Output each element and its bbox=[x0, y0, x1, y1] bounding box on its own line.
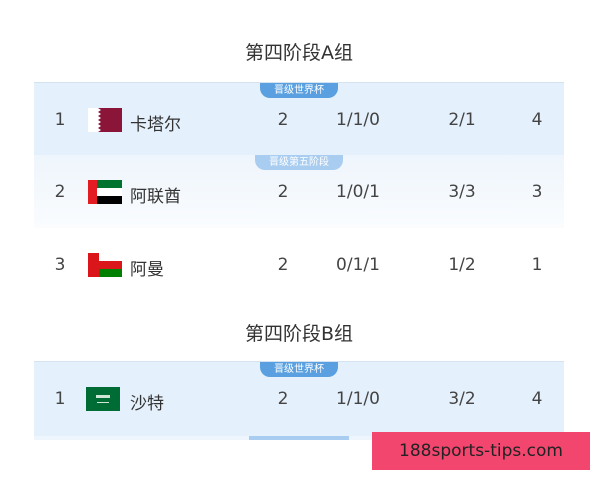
win-draw-loss: 0/1/1 bbox=[336, 255, 380, 275]
played: 2 bbox=[277, 255, 289, 275]
team-name: 阿曼 bbox=[130, 260, 164, 280]
rank: 2 bbox=[54, 182, 66, 202]
table-row: 晋级世界杯 1 沙特 2 1/1/0 3/2 4 bbox=[34, 361, 564, 436]
played: 2 bbox=[277, 389, 289, 409]
watermark: 188sports-tips.com bbox=[372, 432, 590, 470]
team-name: 卡塔尔 bbox=[130, 115, 181, 135]
table-row: 3 阿曼 2 0/1/1 1/2 1 bbox=[34, 228, 564, 301]
qualify-badge: 晋级第五阶段 bbox=[255, 155, 343, 170]
table-row: 晋级世界杯 1 卡塔尔 2 1/1/0 2/1 4 bbox=[34, 82, 564, 155]
qualify-badge: 晋级世界杯 bbox=[260, 83, 338, 98]
rank: 1 bbox=[54, 110, 66, 130]
rank: 3 bbox=[54, 255, 66, 275]
team-name: 沙特 bbox=[130, 394, 164, 414]
points: 4 bbox=[531, 110, 543, 130]
uae-flag-icon bbox=[88, 180, 122, 204]
goals: 3/2 bbox=[448, 389, 476, 409]
goals: 2/1 bbox=[448, 110, 476, 130]
next-row-edge bbox=[34, 436, 564, 440]
goals: 1/2 bbox=[448, 255, 476, 275]
points: 3 bbox=[531, 182, 543, 202]
table-row: 晋级第五阶段 2 阿联酋 2 1/0/1 3/3 3 bbox=[34, 155, 564, 228]
qualify-badge: 晋级世界杯 bbox=[260, 362, 338, 377]
played: 2 bbox=[277, 110, 289, 130]
qatar-flag-icon bbox=[88, 108, 122, 132]
points: 1 bbox=[531, 255, 543, 275]
oman-flag-icon bbox=[88, 253, 122, 277]
saudi-flag-icon bbox=[86, 387, 120, 411]
win-draw-loss: 1/0/1 bbox=[336, 182, 380, 202]
rank: 1 bbox=[54, 389, 66, 409]
group-b-title: 第四阶段B组 bbox=[244, 323, 354, 345]
win-draw-loss: 1/1/0 bbox=[336, 110, 380, 130]
goals: 3/3 bbox=[448, 182, 476, 202]
points: 4 bbox=[531, 389, 543, 409]
played: 2 bbox=[277, 182, 289, 202]
group-a-title: 第四阶段A组 bbox=[245, 42, 353, 64]
win-draw-loss: 1/1/0 bbox=[336, 389, 380, 409]
team-name: 阿联酋 bbox=[130, 187, 181, 207]
